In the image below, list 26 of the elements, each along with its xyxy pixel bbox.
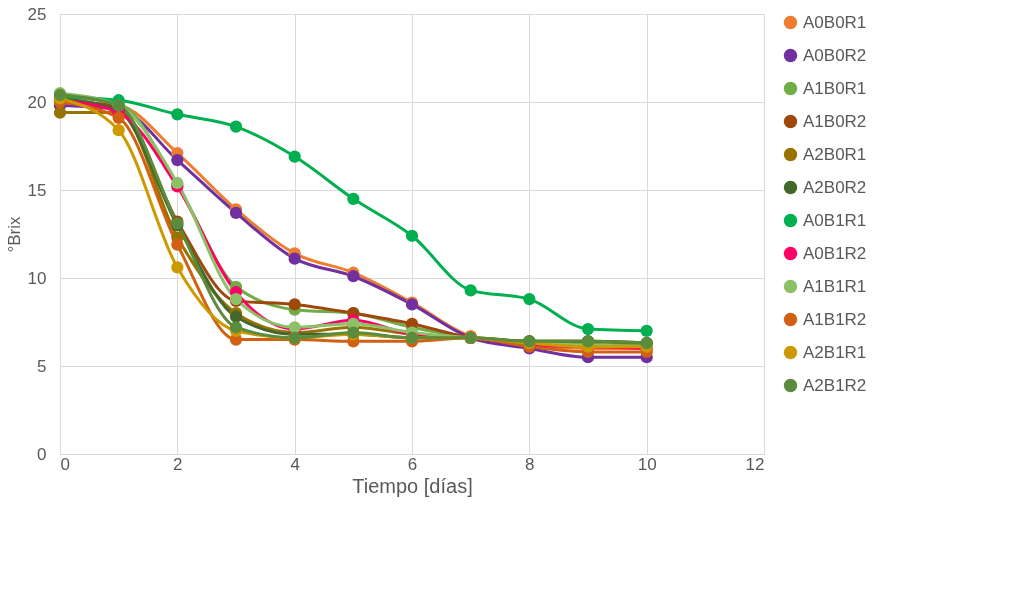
y-tick-label: 15	[27, 180, 47, 200]
legend-label: A2B0R2	[803, 177, 867, 197]
x-tick-label: 10	[637, 454, 657, 474]
x-tick-label: 2	[173, 454, 183, 474]
legend-label: A0B0R1	[803, 12, 867, 32]
y-tick-label: 5	[37, 356, 47, 376]
legend-label: A2B1R1	[803, 342, 867, 362]
x-tick-label: 6	[407, 454, 418, 474]
legend-label: A0B1R1	[803, 210, 867, 230]
y-axis-title: °Brix	[4, 215, 24, 253]
y-tick-label: 25	[27, 4, 47, 24]
x-tick-label: 12	[745, 454, 765, 474]
y-tick-label: 10	[27, 268, 47, 288]
legend-label: A0B0R2	[803, 45, 867, 65]
x-tick-label: 0	[60, 454, 70, 474]
legend-label: A2B1R2	[803, 375, 867, 395]
x-tick-label: 4	[290, 454, 300, 474]
legend-label: A2B0R1	[803, 144, 867, 164]
x-axis-title: Tiempo [días]	[352, 474, 473, 497]
legend-label: A1B1R2	[803, 309, 867, 329]
legend-label: A1B0R1	[803, 78, 867, 98]
legend-label: A1B1R1	[803, 276, 867, 296]
legend-label: A0B1R2	[803, 243, 867, 263]
y-tick-label: 20	[27, 92, 47, 112]
legend-label: A1B0R2	[803, 111, 867, 131]
x-tick-label: 8	[525, 454, 535, 474]
